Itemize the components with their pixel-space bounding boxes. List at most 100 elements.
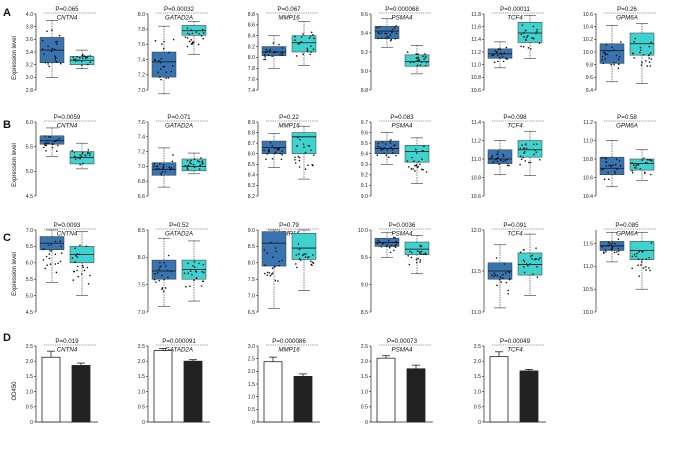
data-point: [519, 147, 522, 150]
y-tick-label: 3.6: [26, 37, 33, 43]
data-point: [419, 64, 422, 66]
y-tick-label: 2.5: [26, 344, 33, 350]
data-point: [616, 251, 618, 253]
data-point: [58, 137, 61, 140]
data-point: [640, 261, 643, 263]
data-point: [506, 58, 508, 60]
y-tick-label: 7.0: [138, 164, 145, 170]
y-tick-label: 7.5: [248, 277, 255, 283]
data-point: [417, 58, 420, 60]
data-point: [87, 55, 89, 57]
data-point: [153, 278, 156, 281]
data-point: [616, 168, 618, 170]
data-point: [189, 161, 191, 164]
data-point: [386, 149, 388, 151]
data-point: [502, 60, 505, 63]
data-point: [645, 60, 647, 62]
data-point: [194, 270, 197, 272]
data-point: [48, 253, 51, 256]
data-point: [645, 258, 648, 260]
data-point: [391, 149, 394, 151]
data-point: [633, 253, 636, 256]
data-point: [263, 249, 266, 251]
data-point: [89, 55, 92, 57]
data-point: [44, 135, 46, 137]
y-tick-label: 7.4: [248, 88, 255, 94]
data-point: [200, 35, 203, 37]
data-point: [308, 255, 310, 258]
data-point: [296, 136, 299, 139]
data-point: [266, 153, 269, 155]
data-point: [60, 252, 63, 254]
data-point: [382, 242, 385, 244]
y-axis-title-row-b: Expression level: [12, 143, 18, 187]
data-point: [268, 149, 270, 152]
gene-label: PSMA4: [392, 347, 414, 354]
gene-label: GATAD2A: [165, 347, 193, 354]
data-point: [269, 48, 271, 51]
data-point: [189, 270, 192, 273]
data-point: [650, 242, 653, 244]
data-point: [294, 156, 296, 159]
data-point: [379, 25, 381, 28]
data-point: [165, 71, 168, 73]
data-point: [309, 35, 312, 37]
p-value-label: P=0.26: [617, 6, 637, 13]
data-point: [191, 43, 194, 45]
data-point: [394, 237, 396, 239]
y-tick-label: 7.0: [248, 293, 255, 299]
data-point: [411, 156, 413, 159]
data-point: [46, 264, 49, 266]
data-point: [617, 238, 620, 240]
gene-label: MMP16: [278, 15, 300, 22]
y-tick-label: 3.0: [26, 75, 33, 81]
data-point: [618, 56, 621, 58]
data-point: [383, 146, 386, 149]
data-point: [424, 55, 427, 58]
data-point: [57, 262, 59, 265]
data-point: [642, 267, 645, 269]
data-point: [409, 61, 412, 64]
data-point: [300, 41, 303, 43]
data-point: [503, 263, 506, 265]
y-tick-label: 9.8: [586, 62, 593, 68]
data-point: [298, 257, 301, 260]
data-point: [395, 24, 397, 27]
data-point: [533, 153, 535, 156]
row-label-d: D: [3, 332, 11, 344]
y-tick-label: 11.0: [471, 310, 481, 316]
data-point: [648, 45, 651, 48]
data-point: [158, 59, 160, 62]
data-point: [603, 49, 605, 52]
data-point: [306, 47, 309, 50]
data-point: [165, 77, 167, 79]
panel-c-mmp16: 6.5 7.0 7.5 8.0 8.5 9.0 P=0.79 MMP16: [248, 222, 318, 316]
y-tick-label: 5.0: [26, 293, 33, 299]
data-point: [269, 274, 272, 277]
data-point: [278, 43, 280, 46]
data-point: [523, 271, 526, 274]
data-point: [498, 48, 500, 50]
data-point: [496, 160, 499, 163]
data-point: [298, 253, 300, 255]
panel-b-gatad2a: 6.6 6.8 7.0 7.2 7.4 7.6 P=0.071 GATAD2A: [138, 114, 208, 200]
data-point: [609, 243, 611, 245]
data-point: [76, 269, 78, 272]
bar-group-2: [293, 373, 313, 423]
data-point: [275, 250, 277, 253]
data-point: [604, 157, 607, 159]
y-tick-label: 8.8: [248, 130, 255, 136]
data-point: [650, 173, 652, 176]
y-tick-label: 1.5: [474, 374, 481, 380]
data-point: [161, 287, 164, 289]
y-tick-label: 11.6: [471, 24, 481, 30]
data-point: [310, 260, 312, 262]
box-group-1: [487, 41, 513, 69]
data-point: [498, 278, 501, 281]
data-point: [74, 158, 77, 161]
gene-label: TCF4: [507, 15, 523, 22]
y-tick-label: 8.7: [248, 141, 255, 147]
data-point: [310, 51, 312, 53]
data-point: [603, 178, 606, 181]
data-point: [294, 159, 296, 161]
